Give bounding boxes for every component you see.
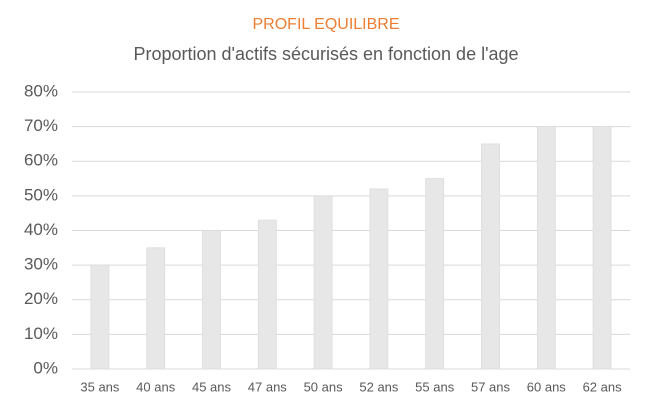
x-tick-label: 52 ans	[359, 379, 399, 394]
y-tick-label: 40%	[24, 220, 58, 239]
bar	[313, 195, 333, 370]
x-tick-label: 40 ans	[136, 379, 176, 394]
bar	[536, 126, 556, 370]
bar	[425, 178, 445, 370]
x-tick-label: 55 ans	[415, 379, 455, 394]
x-tick-label: 50 ans	[304, 379, 344, 394]
x-tick-label: 47 ans	[248, 379, 288, 394]
y-tick-label: 50%	[24, 185, 58, 204]
y-tick-label: 70%	[24, 116, 58, 135]
bar	[202, 230, 221, 370]
bar	[481, 143, 500, 370]
y-tick-label: 20%	[24, 289, 58, 308]
bar	[90, 264, 110, 370]
x-tick-label: 60 ans	[527, 379, 567, 394]
x-tick-label: 35 ans	[80, 379, 120, 394]
bar	[369, 188, 389, 370]
y-tick-label: 0%	[33, 358, 58, 377]
chart-title: PROFIL EQUILIBRE	[253, 16, 400, 33]
x-tick-label: 57 ans	[471, 379, 511, 394]
y-tick-label: 30%	[24, 255, 58, 274]
y-tick-label: 80%	[24, 81, 58, 100]
y-tick-label: 10%	[24, 324, 58, 343]
y-tick-label: 60%	[24, 151, 58, 170]
bar	[257, 219, 277, 370]
x-tick-label: 62 ans	[583, 379, 623, 394]
x-tick-label: 45 ans	[192, 379, 232, 394]
bar	[592, 126, 612, 370]
bar	[146, 247, 166, 370]
chart-subtitle: Proportion d'actifs sécurisés en fonctio…	[133, 44, 518, 64]
